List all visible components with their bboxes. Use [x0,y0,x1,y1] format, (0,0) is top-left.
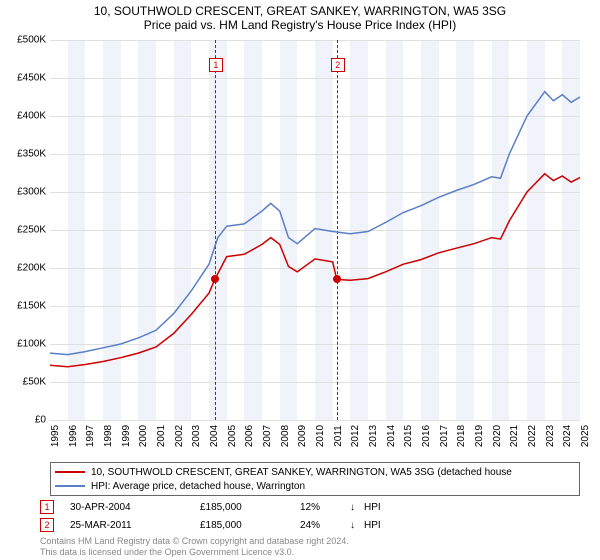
sale-dot [211,275,219,283]
legend-label: 10, SOUTHWOLD CRESCENT, GREAT SANKEY, WA… [91,467,512,478]
x-axis-label: 2001 [156,425,167,447]
x-axis: 1995 1996 1997 1998 1999 2000 2001 2002 2003 2004… [50,420,580,460]
legend-item: 10, SOUTHWOLD CRESCENT, GREAT SANKEY, WA… [55,465,575,479]
x-axis-label: 2000 [138,425,149,447]
down-arrow-icon: ↓ [350,520,364,531]
legend-item: HPI: Average price, detached house, Warr… [55,479,575,493]
footer-line1: Contains HM Land Registry data © Crown c… [40,536,349,547]
x-axis-label: 2011 [333,425,344,447]
y-axis: £0£50K£100K£150K£200K£250K£300K£350K£400… [0,40,50,420]
legend-swatch [55,485,85,487]
x-axis-label: 2009 [297,425,308,447]
y-axis-label: £50K [23,377,46,388]
x-axis-label: 2024 [562,425,573,447]
x-axis-label: 2004 [209,425,220,447]
x-axis-label: 2015 [403,425,414,447]
x-axis-label: 2014 [386,425,397,447]
series-hpi [50,92,580,355]
y-axis-label: £450K [17,73,46,84]
page-title: 10, SOUTHWOLD CRESCENT, GREAT SANKEY, WA… [0,0,600,18]
y-axis-label: £400K [17,111,46,122]
x-axis-label: 2003 [191,425,202,447]
sale-price: £185,000 [200,520,300,531]
x-axis-label: 2008 [280,425,291,447]
down-arrow-icon: ↓ [350,502,364,513]
x-axis-label: 1997 [85,425,96,447]
page-subtitle: Price paid vs. HM Land Registry's House … [0,18,600,36]
x-axis-label: 2017 [439,425,450,447]
legend-label: HPI: Average price, detached house, Warr… [91,481,305,492]
sale-price: £185,000 [200,502,300,513]
x-axis-label: 2021 [509,425,520,447]
sale-row-marker: 2 [40,518,54,532]
sale-hpi-label: HPI [364,502,394,513]
y-axis-label: £250K [17,225,46,236]
x-axis-label: 1996 [68,425,79,447]
sale-pct: 12% [300,502,350,513]
footer: Contains HM Land Registry data © Crown c… [40,536,349,558]
x-axis-label: 2022 [527,425,538,447]
legend: 10, SOUTHWOLD CRESCENT, GREAT SANKEY, WA… [50,462,580,496]
sale-row: 1 30-APR-2004£185,00012%↓HPI [40,498,394,516]
line-series-svg [50,40,580,420]
x-axis-label: 2018 [456,425,467,447]
x-axis-label: 2025 [580,425,591,447]
x-axis-label: 2013 [368,425,379,447]
sale-marker-box: 2 [331,58,345,72]
x-axis-label: 2007 [262,425,273,447]
series-price_paid [50,174,580,367]
footer-line2: This data is licensed under the Open Gov… [40,547,349,558]
y-axis-label: £500K [17,35,46,46]
y-axis-label: £300K [17,187,46,198]
x-axis-label: 2016 [421,425,432,447]
x-axis-label: 2010 [315,425,326,447]
y-axis-label: £200K [17,263,46,274]
sale-dot [333,275,341,283]
y-axis-label: £100K [17,339,46,350]
x-axis-label: 2005 [227,425,238,447]
x-axis-label: 2019 [474,425,485,447]
x-axis-label: 1999 [121,425,132,447]
sale-pct: 24% [300,520,350,531]
x-axis-label: 2012 [350,425,361,447]
x-axis-label: 2020 [492,425,503,447]
x-axis-label: 1998 [103,425,114,447]
sale-marker-box: 1 [209,58,223,72]
sale-date: 25-MAR-2011 [70,520,200,531]
y-axis-label: £150K [17,301,46,312]
x-axis-label: 2023 [545,425,556,447]
sale-hpi-label: HPI [364,520,394,531]
sale-row-marker: 1 [40,500,54,514]
x-axis-label: 1995 [50,425,61,447]
y-axis-label: £0 [35,415,46,426]
y-axis-label: £350K [17,149,46,160]
sales-table: 1 30-APR-2004£185,00012%↓HPI 2 25-MAR-2011£… [40,498,394,534]
legend-swatch [55,471,85,473]
chart-plot-area: 12 [50,40,580,420]
sale-date: 30-APR-2004 [70,502,200,513]
x-axis-label: 2002 [174,425,185,447]
x-axis-label: 2006 [244,425,255,447]
sale-row: 2 25-MAR-2011£185,00024%↓HPI [40,516,394,534]
